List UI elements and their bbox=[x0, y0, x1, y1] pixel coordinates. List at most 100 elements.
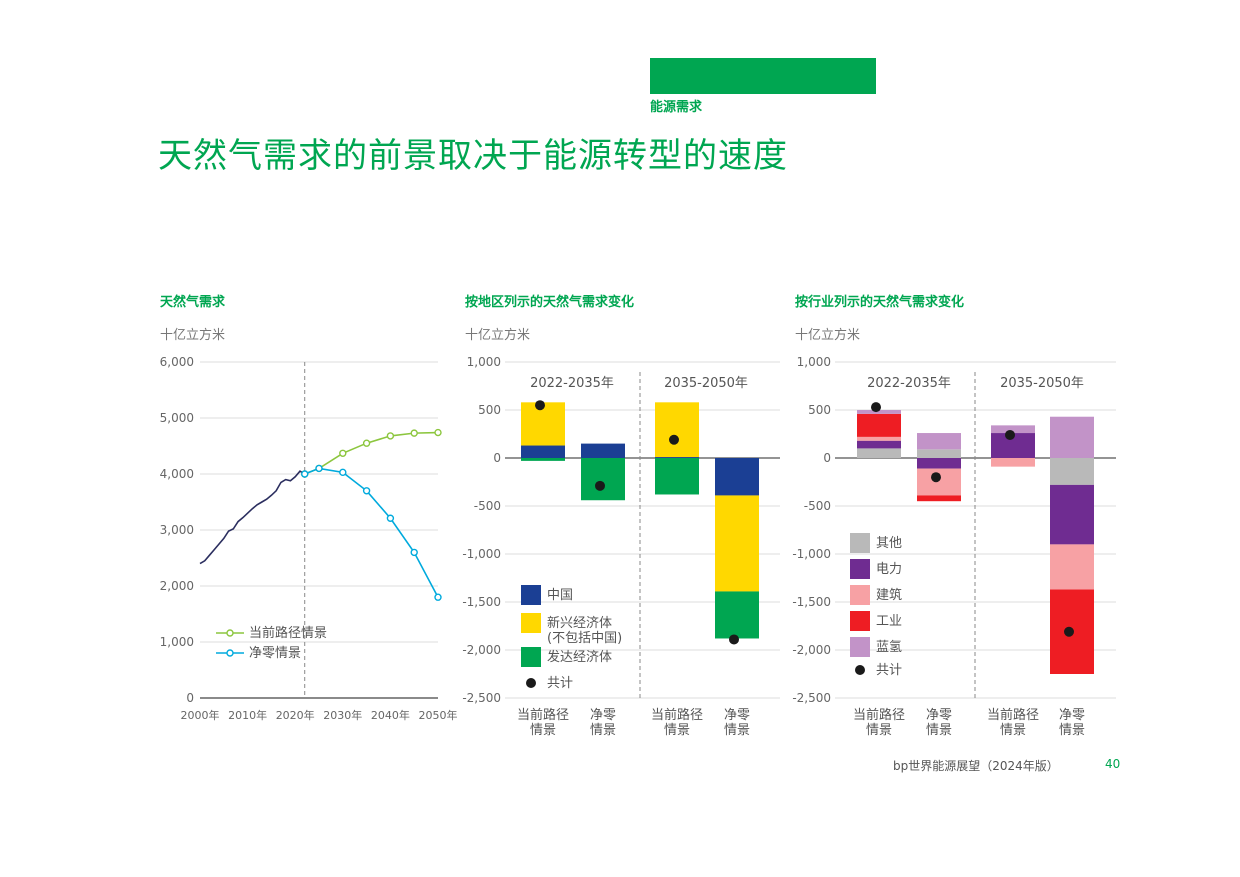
chart1-point bbox=[339, 468, 347, 477]
chart3-ytick: -2,500 bbox=[792, 691, 831, 705]
chart2-period-label: 2035-2050年 bbox=[664, 376, 748, 391]
chart3-bar-segment bbox=[1050, 416, 1094, 458]
chart1-ytick: 1,000 bbox=[160, 635, 194, 649]
chart2-ytick: 500 bbox=[478, 403, 501, 417]
chart3-title: 按行业列示的天然气需求变化 bbox=[795, 295, 965, 310]
chart3-bar-segment bbox=[991, 458, 1035, 467]
chart2-category-label: 净零情景 bbox=[590, 708, 616, 738]
chart3-ytick: 500 bbox=[808, 403, 831, 417]
chart2-bar-segment bbox=[715, 591, 759, 639]
chart1-xtick: 2050年 bbox=[419, 708, 458, 722]
chart2-bar-segment bbox=[581, 443, 625, 458]
chart1-unit: 十亿立方米 bbox=[160, 328, 226, 343]
chart2-category-label: 当前路径情景 bbox=[517, 707, 569, 738]
chart2-bar-segment bbox=[715, 495, 759, 592]
chart2-ytick: -1,500 bbox=[462, 595, 501, 609]
chart2-ytick: 1,000 bbox=[467, 355, 501, 369]
chart1-point bbox=[386, 432, 395, 440]
chart1-series-line bbox=[304, 467, 439, 598]
chart1-legend-marker bbox=[226, 629, 234, 637]
chart3-total-dot bbox=[871, 402, 881, 413]
page-number: 40 bbox=[1105, 757, 1121, 771]
chart3-legend-total-label: 共计 bbox=[876, 663, 902, 678]
chart3-period-label: 2022-2035年 bbox=[867, 376, 951, 391]
chart3-legend-label: 电力 bbox=[876, 562, 902, 577]
chart2-legend-swatch bbox=[521, 613, 541, 633]
chart1-point bbox=[434, 593, 442, 601]
chart2-legend-swatch bbox=[521, 647, 541, 667]
chart1-legend-label: 当前路径情景 bbox=[249, 625, 327, 641]
chart3-legend-swatch bbox=[850, 611, 870, 631]
chart3-bar-segment bbox=[857, 410, 901, 414]
chart3-period-label: 2035-2050年 bbox=[1000, 376, 1084, 391]
chart2-ytick: -2,500 bbox=[462, 691, 501, 705]
chart1-history-line bbox=[199, 470, 306, 565]
chart3-bar-segment bbox=[917, 468, 961, 496]
chart2-total-dot bbox=[729, 634, 739, 645]
chart1-ytick: 4,000 bbox=[160, 467, 194, 481]
chart2-period-label: 2022-2035年 bbox=[530, 376, 614, 391]
chart3-bar-segment bbox=[1050, 458, 1094, 485]
chart2-bar-segment bbox=[655, 402, 699, 458]
chart3-bar-segment bbox=[1050, 544, 1094, 590]
chart2-bar-segment bbox=[715, 458, 759, 496]
chart3-ytick: -2,000 bbox=[792, 643, 831, 657]
section-accent-bar bbox=[650, 58, 876, 94]
page-title: 天然气需求的前景取决于能源转型的速度 bbox=[158, 136, 788, 176]
chart3-ytick: 0 bbox=[823, 451, 831, 465]
chart3-category-label: 净零情景 bbox=[926, 708, 952, 738]
chart1-series-line bbox=[304, 431, 439, 475]
section-tag: 能源需求 bbox=[650, 100, 703, 115]
chart1-ytick: 6,000 bbox=[160, 355, 194, 369]
chart3-bar-segment bbox=[991, 425, 1035, 434]
chart1-point bbox=[301, 470, 309, 478]
chart2-title: 按地区列示的天然气需求变化 bbox=[465, 295, 635, 310]
chart1-xtick: 2000年 bbox=[181, 708, 220, 722]
chart1-xtick: 2010年 bbox=[228, 708, 267, 722]
chart3-bar-segment bbox=[1050, 484, 1094, 545]
chart3-category-label: 当前路径情景 bbox=[853, 707, 905, 738]
chart2-bar-segment bbox=[521, 445, 565, 458]
chart3-ytick: -1,000 bbox=[792, 547, 831, 561]
chart3-bar-segment bbox=[917, 449, 961, 458]
chart1-point bbox=[410, 548, 418, 557]
chart1-xtick: 2040年 bbox=[371, 708, 410, 722]
chart1-ytick: 3,000 bbox=[160, 523, 194, 537]
chart3-legend-total-dot bbox=[855, 665, 865, 675]
chart1-point bbox=[339, 449, 347, 457]
chart2-total-dot bbox=[595, 480, 605, 491]
chart3-total-dot bbox=[1064, 626, 1074, 637]
chart3-legend-label: 工业 bbox=[876, 614, 902, 629]
chart3-ytick: -1,500 bbox=[792, 595, 831, 609]
chart1-point bbox=[386, 514, 395, 522]
chart3-unit: 十亿立方米 bbox=[795, 328, 861, 343]
chart3-bar-segment bbox=[857, 440, 901, 449]
chart3-legend-label: 建筑 bbox=[876, 587, 902, 603]
chart2-ytick: -500 bbox=[474, 499, 501, 513]
chart3-bar-segment bbox=[857, 436, 901, 441]
chart1-point bbox=[362, 439, 371, 447]
chart3-legend-swatch bbox=[850, 559, 870, 579]
chart2-legend-total-label: 共计 bbox=[547, 676, 573, 691]
chart2-unit: 十亿立方米 bbox=[465, 328, 531, 343]
chart3-ytick: -500 bbox=[804, 499, 831, 513]
chart1-legend-label: 净零情景 bbox=[249, 646, 301, 661]
chart2-bar-segment bbox=[655, 458, 699, 495]
chart1-point bbox=[434, 428, 442, 437]
chart2-ytick: 0 bbox=[493, 451, 501, 465]
chart3-bar-segment bbox=[917, 458, 961, 469]
chart3-ytick: 1,000 bbox=[797, 355, 831, 369]
footer-publication: bp世界能源展望（2024年版） bbox=[893, 759, 1059, 773]
chart3-legend-label: 蓝氢 bbox=[876, 640, 902, 655]
chart2-ytick: -1,000 bbox=[462, 547, 501, 561]
chart2-legend-label: 新兴经济体(不包括中国) bbox=[547, 615, 622, 646]
chart2-bar-segment bbox=[581, 458, 625, 501]
chart1-point bbox=[362, 487, 371, 495]
chart3-category-label: 净零情景 bbox=[1059, 708, 1085, 738]
chart3-legend-swatch bbox=[850, 585, 870, 605]
chart3-bar-segment bbox=[917, 433, 961, 450]
chart1-point bbox=[315, 464, 323, 473]
chart3-total-dot bbox=[1005, 429, 1015, 440]
chart2-bar-segment bbox=[655, 457, 699, 458]
